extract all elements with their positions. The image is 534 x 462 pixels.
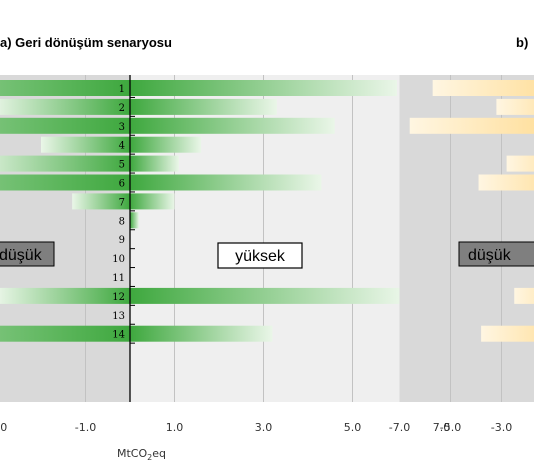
bar-low	[0, 287, 130, 304]
bar-low	[478, 174, 534, 191]
bar-low	[0, 174, 130, 191]
bar-high	[130, 174, 322, 191]
low-label: düşük	[0, 247, 43, 264]
bar-low	[506, 155, 534, 172]
bar-low	[0, 80, 130, 96]
category-label: 8	[119, 216, 125, 227]
bar-low	[0, 325, 130, 342]
category-label: 3	[119, 122, 125, 133]
category-label: 5	[119, 160, 125, 171]
bar-low	[0, 98, 130, 115]
panel-a-title: a) Geri dönüşüm senaryosu	[0, 35, 172, 50]
x-tick-label: 5.0	[344, 421, 362, 434]
x-tick-label: -3.0	[491, 421, 512, 434]
low-label: düşük	[468, 247, 512, 264]
x-axis-label: MtCO2eq	[117, 447, 166, 462]
category-label: 10	[112, 254, 125, 265]
category-label: 11	[112, 273, 125, 284]
x-tick-label: -1.0	[75, 421, 96, 434]
bar-high	[130, 287, 402, 304]
bar-high	[130, 98, 277, 115]
panel-b-title: b)	[516, 35, 528, 50]
panel-b: -7.0 -5.0 -3.0 b) düşük	[389, 35, 534, 434]
x-tick-label: 3.0	[255, 421, 273, 434]
x-tick-label: -3.0	[0, 421, 7, 434]
category-label: 14	[112, 330, 125, 341]
bar-high	[130, 117, 335, 134]
bar-low	[0, 155, 130, 172]
bar-low	[72, 193, 130, 210]
bar-low	[496, 98, 534, 115]
bar-high	[130, 136, 202, 153]
bar-high	[130, 212, 139, 229]
x-tick-label: -7.0	[389, 421, 410, 434]
category-label: 12	[112, 292, 125, 303]
low-label-box: düşük	[0, 241, 55, 267]
x-tick-label: -5.0	[440, 421, 461, 434]
category-label: 2	[119, 103, 125, 114]
bar-high	[130, 80, 397, 96]
low-label-box: düşük	[458, 241, 534, 267]
bar-low	[481, 325, 534, 342]
category-label: 13	[112, 311, 125, 322]
bar-low	[41, 136, 130, 153]
bar-high	[130, 193, 175, 210]
category-label: 6	[119, 179, 125, 190]
bar-low	[432, 80, 534, 96]
category-label: 9	[119, 235, 125, 246]
high-label-box: yüksek	[217, 242, 303, 269]
high-label: yüksek	[235, 248, 286, 265]
bar-low	[514, 287, 534, 304]
bar-high	[130, 325, 273, 342]
bar-low	[409, 117, 534, 134]
x-tick-label: 7.0	[433, 421, 451, 434]
category-label: 7	[119, 197, 125, 208]
bar-high	[130, 155, 179, 172]
category-label: 4	[119, 141, 125, 152]
x-tick-label: 1.0	[166, 421, 184, 434]
bar-low	[0, 117, 130, 134]
category-label: 1	[119, 84, 125, 95]
